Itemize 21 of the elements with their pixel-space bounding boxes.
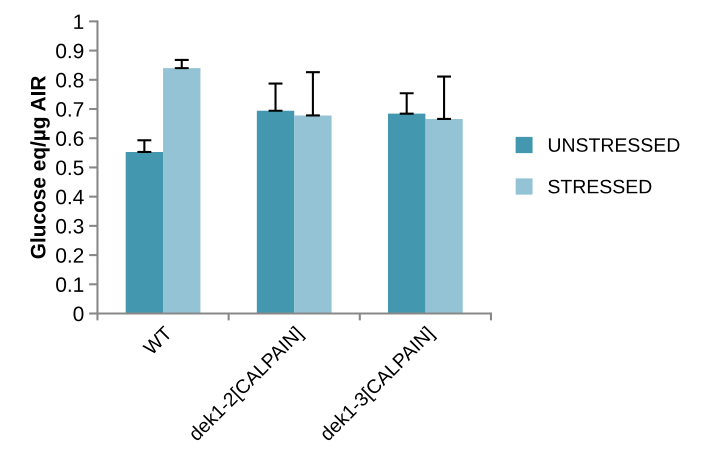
y-tick-label: 0.1 xyxy=(56,277,84,292)
y-tick-label: 0.4 xyxy=(56,190,84,204)
x-tick-label: WT xyxy=(142,325,173,356)
bar xyxy=(126,152,164,314)
y-tick-label: 1 xyxy=(74,14,84,29)
y-tick-label: 0.3 xyxy=(56,218,84,234)
bar xyxy=(388,114,426,314)
y-tick-label: 0.7 xyxy=(56,102,84,117)
y-tick-label: 0.8 xyxy=(56,72,84,88)
y-tick-label: 0.6 xyxy=(56,131,84,146)
y-tick-label: 0 xyxy=(74,306,84,322)
y-tick-label: 0.9 xyxy=(56,44,84,58)
legend-label: UNSTRESSED xyxy=(548,138,680,152)
bar xyxy=(294,115,332,314)
bar xyxy=(256,110,294,314)
y-tick-label: 0.5 xyxy=(56,160,84,176)
legend-label: STRESSED xyxy=(548,180,652,194)
y-axis-title: Glucose eq/µg AIR xyxy=(30,76,50,258)
y-tick-label: 0.2 xyxy=(56,248,84,263)
bar xyxy=(163,68,200,314)
bar xyxy=(425,118,463,314)
